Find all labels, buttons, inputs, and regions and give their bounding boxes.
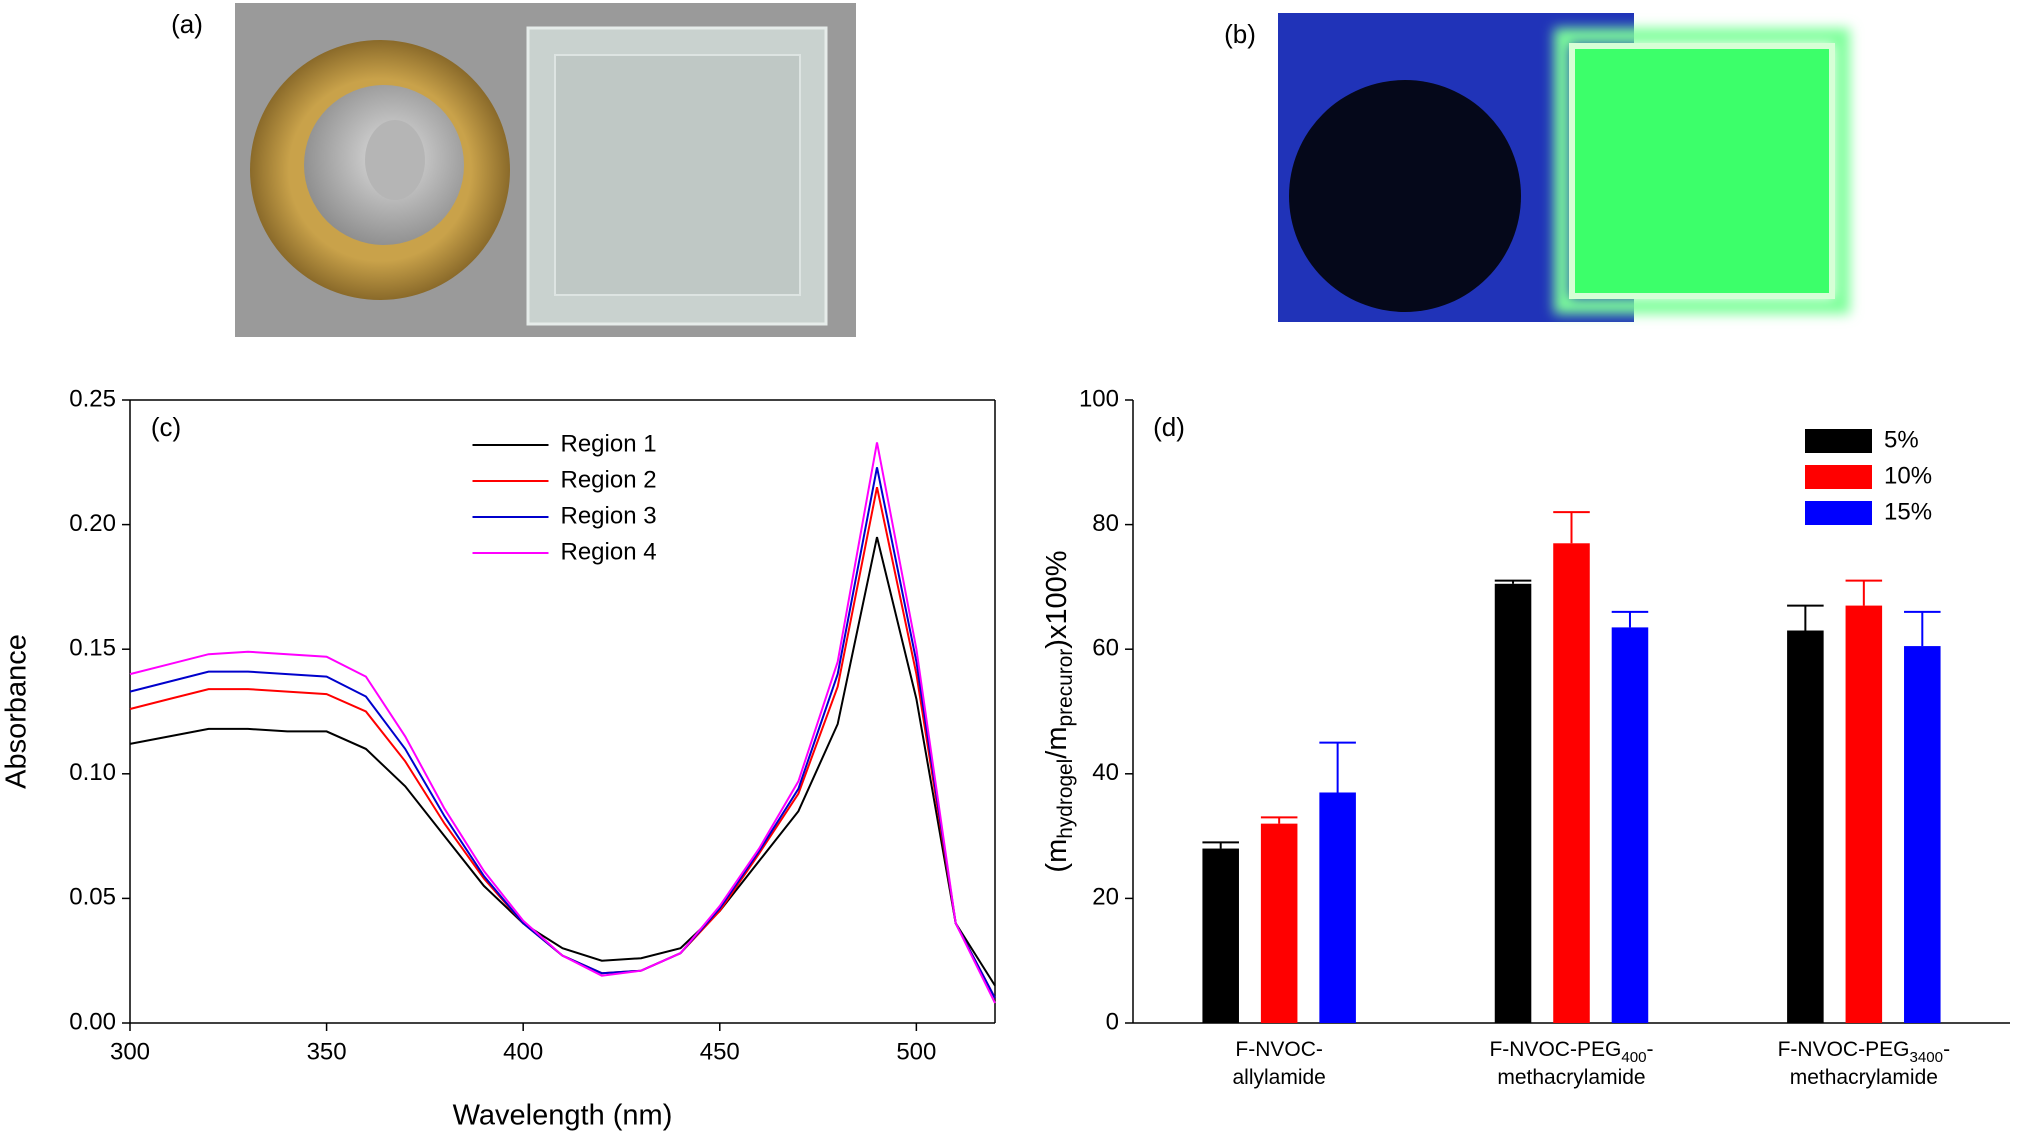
panel-label: (b) [1224, 19, 1256, 49]
bar [1904, 646, 1941, 1023]
bar [1787, 630, 1824, 1023]
y-tick-label: 0.05 [69, 884, 116, 911]
x-tick-label: 400 [503, 1038, 543, 1065]
y-tick-label: 100 [1079, 385, 1119, 412]
bar [1260, 823, 1298, 1023]
y-axis-label: (mhydrogel/mprecuror)x100% [1041, 550, 1077, 872]
y-tick-label: 40 [1092, 759, 1119, 786]
y-tick-label: 0 [1106, 1008, 1119, 1035]
y-tick-label: 0.25 [69, 385, 116, 412]
bar [1494, 583, 1532, 1023]
y-tick-label: 80 [1092, 510, 1119, 537]
bar [1319, 792, 1356, 1023]
bar [1611, 627, 1649, 1023]
y-tick-label: 0.00 [69, 1008, 116, 1035]
y-axis-label: Absorbance [1, 634, 33, 789]
x-tick-label: 450 [700, 1038, 740, 1065]
bar [1553, 543, 1590, 1023]
y-tick-label: 0.20 [69, 510, 116, 537]
legend-label: Region 1 [561, 430, 657, 457]
panel-label: (c) [151, 412, 181, 442]
x-tick-label: 350 [307, 1038, 347, 1065]
legend-swatch [1805, 429, 1872, 453]
legend-label: 15% [1884, 498, 1932, 525]
line-series [129, 536, 996, 987]
y-tick-label: 20 [1092, 884, 1119, 911]
x-tick-label: F-NVOC-PEG400-methacrylamide [1489, 1038, 1653, 1089]
y-tick-label: 0.15 [69, 635, 116, 662]
panel-label: (a) [171, 9, 203, 39]
bar [1202, 848, 1239, 1023]
line-series [129, 442, 996, 1004]
y-tick-label: 0.10 [69, 759, 116, 786]
photo-a [235, 3, 856, 337]
photo-b [1278, 13, 1850, 322]
x-axis-label: Wavelength (nm) [453, 1100, 673, 1132]
x-tick-label: F-NVOC-PEG3400-methacrylamide [1778, 1038, 1950, 1089]
legend-label: Region 3 [561, 502, 657, 529]
x-tick-label: 300 [110, 1038, 150, 1065]
legend-label: 5% [1884, 426, 1919, 453]
legend-swatch [1805, 501, 1872, 525]
legend-swatch [1805, 465, 1872, 489]
bar [1845, 605, 1883, 1023]
panel-label: (d) [1153, 412, 1185, 442]
y-tick-label: 60 [1092, 635, 1119, 662]
x-tick-label: 500 [896, 1038, 936, 1065]
legend-label: 10% [1884, 462, 1932, 489]
legend-label: Region 4 [561, 538, 657, 565]
legend-label: Region 2 [561, 466, 657, 493]
x-tick-label: F-NVOC-allylamide [1232, 1038, 1325, 1089]
